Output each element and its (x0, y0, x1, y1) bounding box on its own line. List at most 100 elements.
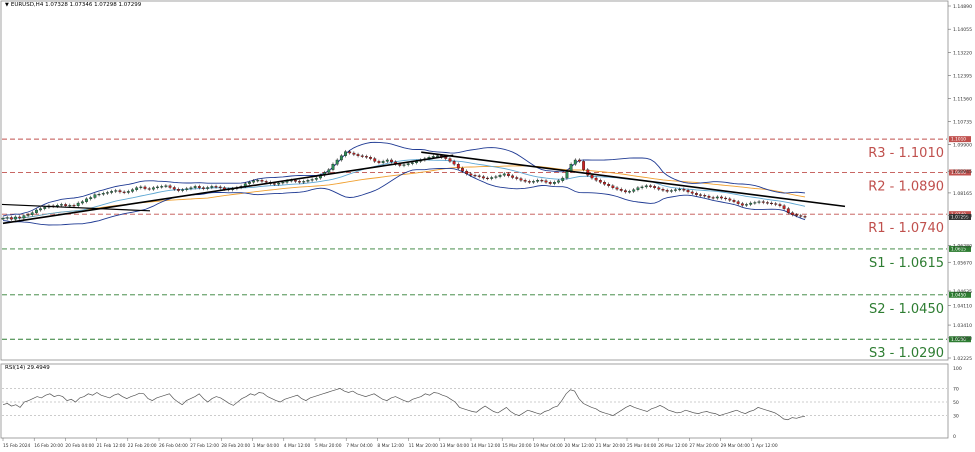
candle-body (582, 161, 586, 170)
candle-body (131, 189, 134, 192)
candle-body (22, 215, 26, 219)
candle-body (339, 155, 343, 161)
level-label-r3: R3 - 1.1010 (868, 146, 944, 161)
price-axis-label: 1.02950 (953, 336, 972, 342)
time-axis-label: 5 Mar 20:00 (315, 443, 342, 449)
candle-body (406, 163, 410, 165)
candle-body (352, 152, 356, 155)
candle-body (172, 187, 176, 190)
candle-body (803, 216, 807, 218)
candle-body (35, 209, 38, 213)
time-axis-label: 25 Mar 04:00 (627, 443, 657, 449)
candle-body (210, 186, 214, 188)
candle-body (398, 163, 402, 166)
candle-body (5, 217, 9, 219)
candle-body (72, 205, 76, 207)
level-label-r2: R2 - 1.0890 (868, 179, 944, 194)
price-axis-label: 1.12395 (953, 73, 972, 79)
uptrend-line (2, 154, 454, 225)
candle-body (636, 187, 640, 190)
candle-body (732, 200, 736, 202)
candle-body (724, 197, 728, 200)
price-axis-label: 1.07350 (953, 214, 972, 220)
time-axis-label: 26 Feb 04:00 (159, 443, 188, 449)
candle-body (76, 202, 80, 206)
candle-body (523, 180, 527, 182)
candle-body (356, 154, 360, 156)
candle-body (126, 191, 130, 193)
time-axis-label: 28 Feb 20:00 (221, 443, 250, 449)
candle-body (26, 214, 30, 216)
candle-body (791, 212, 794, 215)
candle-body (448, 158, 452, 162)
bollinger-lower-line (2, 167, 806, 226)
time-axis-label: 29 Mar 04:00 (721, 443, 751, 449)
symbol-header: ▼ EURUSD,H4 1.07328 1.07346 1.07298 1.072… (5, 2, 141, 8)
candle-body (281, 182, 285, 184)
candle-body (690, 191, 694, 194)
candle-body (494, 176, 498, 178)
candle-body (728, 198, 732, 201)
candle-body (611, 185, 615, 188)
symbol-triangle-icon: ▼ (5, 2, 9, 8)
price-panel-border (0, 0, 949, 361)
candle-body (452, 161, 456, 165)
time-axis-label: 19 Mar 04:00 (533, 443, 563, 449)
candle-body (64, 204, 68, 206)
rsi-axis-label: 30 (953, 414, 959, 420)
price-axis-label: 1.06280 (953, 243, 972, 249)
price-axis-label: 1.02225 (953, 356, 972, 362)
candle-body (799, 215, 803, 217)
level-price-tag-text: 1.0450 (951, 292, 966, 298)
candle-body (661, 189, 665, 191)
candle-body (753, 202, 757, 204)
time-axis-label: 1 Apr 12:00 (752, 443, 778, 449)
candle-body (603, 182, 606, 185)
time-axis-label: 13 Mar 04:00 (440, 443, 470, 449)
price-axis-label: 1.13220 (953, 50, 972, 56)
candle-body (168, 185, 172, 188)
candle-body (623, 190, 627, 193)
candle-body (486, 177, 489, 179)
candle-body (151, 187, 155, 190)
level-label-r1: R1 - 1.0740 (868, 221, 944, 236)
candle-body (248, 182, 251, 184)
candle-body (147, 188, 151, 190)
candle-body (770, 202, 773, 205)
candle-body (766, 202, 769, 204)
candle-body (477, 175, 481, 177)
candle-body (615, 187, 619, 190)
early-trend-line (1, 203, 151, 212)
price-axis-label: 1.10735 (953, 119, 972, 125)
candle-body (264, 181, 268, 183)
time-axis-label: 21 Mar 20:00 (596, 443, 626, 449)
candle-body (669, 190, 673, 192)
candle-body (502, 173, 506, 176)
candle-body (578, 159, 581, 162)
candle-body (306, 180, 310, 182)
level-price-tag-s1 (949, 245, 971, 252)
candle-body (519, 178, 523, 181)
candle-body (536, 180, 540, 182)
candle-body (682, 189, 686, 191)
time-axis-label: 22 Feb 20:00 (128, 443, 157, 449)
candle-body (644, 185, 648, 188)
candle-body (252, 180, 256, 183)
price-axis-label: 1.04635 (953, 289, 972, 295)
candle-body (598, 180, 602, 183)
candle-body (80, 201, 84, 204)
candle-body (310, 179, 314, 181)
candle-body (552, 182, 556, 184)
candle-body (511, 175, 515, 178)
candle-body (327, 169, 331, 173)
candle-body (293, 180, 297, 182)
time-axis-label: 20 Feb 04:00 (65, 443, 94, 449)
time-axis-label: 1 Mar 04:00 (253, 443, 280, 449)
level-label-s1: S1 - 1.0615 (869, 256, 944, 271)
candle-body (590, 175, 594, 179)
candle-body (649, 185, 652, 187)
level-price-tag-s3 (949, 336, 971, 343)
candle-body (114, 190, 118, 192)
candle-body (143, 186, 147, 189)
